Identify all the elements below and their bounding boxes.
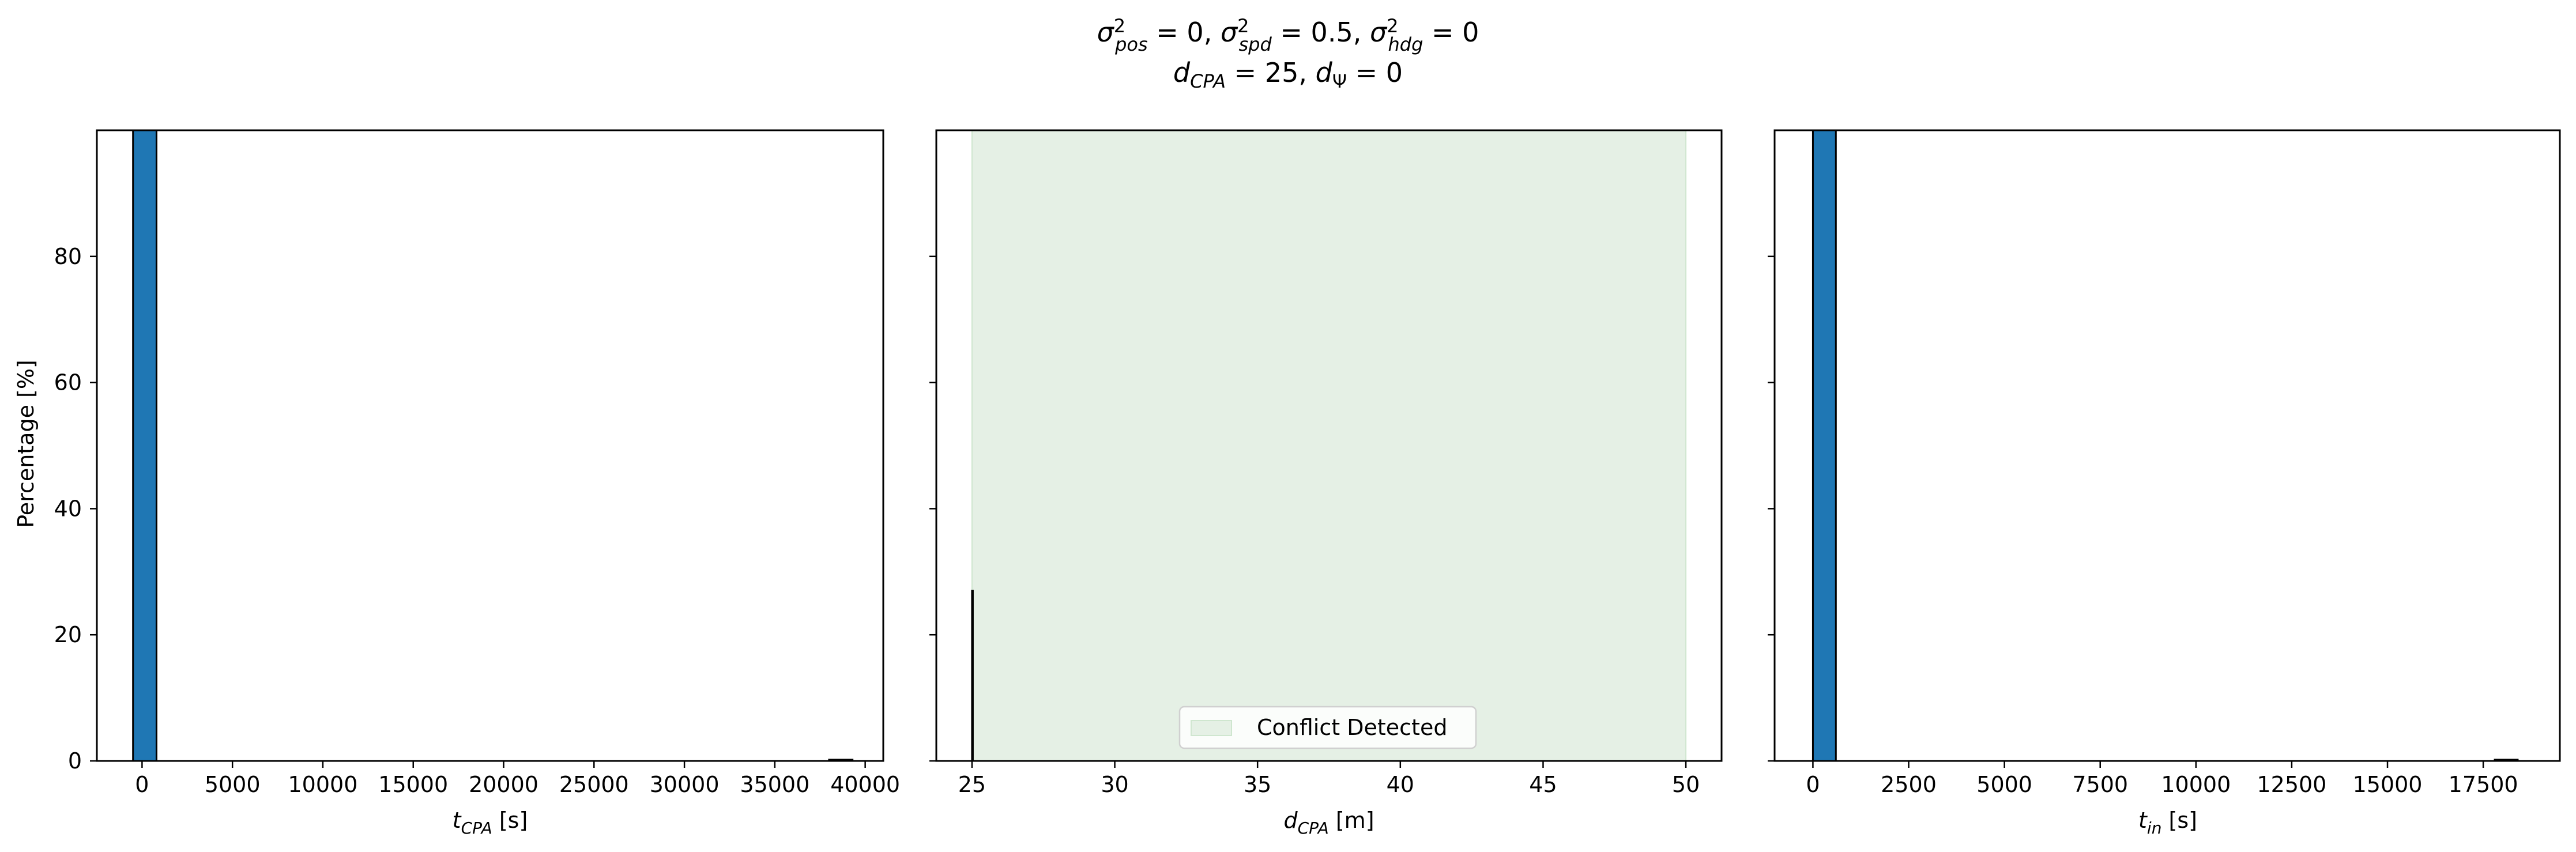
panel-3-bars xyxy=(1812,129,2519,762)
panel-d-cpa: 25 30 35 40 45 50 dCPA [m] Conflict Detected xyxy=(929,129,1723,838)
panel-2-xticks: 25 30 35 40 45 50 xyxy=(958,761,1700,797)
x-tick-label: 17500 xyxy=(2449,772,2518,797)
histogram-bar xyxy=(971,590,974,762)
panel-2-legend: Conflict Detected xyxy=(1178,706,1477,749)
y-tick-label: 60 xyxy=(54,370,82,395)
panel-1-xlabel: tCPA [s] xyxy=(453,808,528,838)
panel-2-bars xyxy=(971,590,974,762)
x-tick-label: 25 xyxy=(958,772,986,797)
x-tick-label: 5000 xyxy=(205,772,261,797)
x-tick-label: 40 xyxy=(1387,772,1414,797)
histogram-bar xyxy=(1812,129,1837,762)
x-tick-label: 40000 xyxy=(830,772,900,797)
x-tick-label: 0 xyxy=(135,772,149,797)
panel-3-xticks: 0 2500 5000 7500 10000 12500 15000 17500 xyxy=(1806,761,2518,797)
panel-3-yticks xyxy=(1768,255,1775,762)
panel-2-xlabel: dCPA [m] xyxy=(1283,808,1374,838)
panel-t-cpa: 0 5000 10000 15000 20000 25000 30000 35000 40000… xyxy=(54,129,900,838)
panel-3-xlabel: tin [s] xyxy=(2138,808,2197,838)
y-tick-label: 20 xyxy=(54,622,82,647)
x-tick-label: 25000 xyxy=(559,772,629,797)
x-tick-label: 0 xyxy=(1806,772,1820,797)
panel-2-frame xyxy=(935,129,1723,762)
y-axis-label: Percentage [%] xyxy=(13,360,39,528)
panel-t-in: 0 2500 5000 7500 10000 12500 15000 17500 tin [s… xyxy=(1768,129,2561,838)
x-tick-label: 12500 xyxy=(2257,772,2326,797)
panel-1-yticks: 0 20 40 60 80 xyxy=(54,244,97,774)
x-tick-label: 35000 xyxy=(740,772,809,797)
x-tick-label: 30000 xyxy=(650,772,720,797)
x-tick-label: 35 xyxy=(1244,772,1271,797)
panel-1-bars xyxy=(132,129,854,762)
panel-1-frame xyxy=(96,129,884,762)
x-tick-label: 15000 xyxy=(2353,772,2423,797)
y-tick-label: 40 xyxy=(54,496,82,521)
suptitle-line-1: σ2 pos = 0, σ2 spd = 0.5, σ2 hdg = 0 xyxy=(1097,15,1479,55)
legend-box xyxy=(1178,706,1477,749)
histogram-bar xyxy=(132,129,157,762)
x-tick-label: 50 xyxy=(1672,772,1700,797)
legend-label: Conflict Detected xyxy=(1257,715,1447,740)
conflict-detected-region xyxy=(971,130,1687,761)
x-tick-label: 10000 xyxy=(2161,772,2231,797)
x-tick-label: 30 xyxy=(1101,772,1128,797)
x-tick-label: 45 xyxy=(1529,772,1557,797)
x-tick-label: 10000 xyxy=(288,772,358,797)
y-tick-label: 0 xyxy=(68,748,82,774)
suptitle-line-2: dCPA = 25, dΨ = 0 xyxy=(1173,57,1403,92)
panel-1-xticks: 0 5000 10000 15000 20000 25000 30000 35000 40000 xyxy=(135,761,900,797)
panel-2-yticks xyxy=(929,255,936,762)
panel-2-shading xyxy=(971,130,1687,761)
x-tick-label: 20000 xyxy=(469,772,538,797)
legend-swatch xyxy=(1191,720,1232,736)
x-tick-label: 7500 xyxy=(2072,772,2128,797)
x-tick-label: 2500 xyxy=(1881,772,1937,797)
panel-3-frame xyxy=(1773,129,2561,762)
y-tick-label: 80 xyxy=(54,244,82,269)
x-tick-label: 5000 xyxy=(1976,772,2032,797)
x-tick-label: 15000 xyxy=(378,772,448,797)
